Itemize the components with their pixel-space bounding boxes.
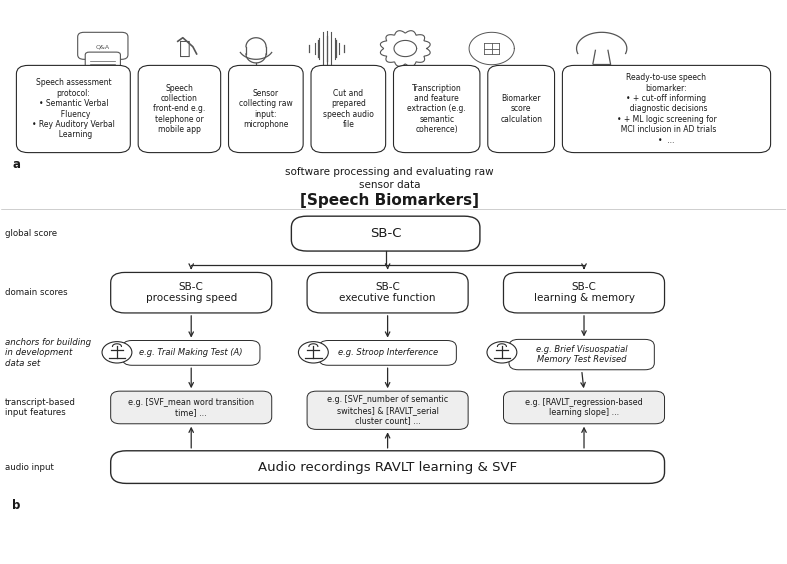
Text: Speech
collection
front-end e.g.
telephone or
mobile app: Speech collection front-end e.g. telepho… bbox=[153, 83, 205, 134]
Text: SB-C
learning & memory: SB-C learning & memory bbox=[534, 282, 634, 303]
FancyBboxPatch shape bbox=[307, 391, 468, 429]
Text: Speech assessment
protocol:
• Semantic Verbal
  Fluency
• Rey Auditory Verbal
  : Speech assessment protocol: • Semantic V… bbox=[32, 78, 115, 139]
FancyBboxPatch shape bbox=[311, 65, 386, 153]
FancyBboxPatch shape bbox=[504, 272, 664, 313]
FancyBboxPatch shape bbox=[291, 216, 480, 251]
FancyBboxPatch shape bbox=[488, 65, 555, 153]
Text: 📞: 📞 bbox=[179, 39, 191, 58]
Text: e.g. Brief Visuospatial
Memory Test Revised: e.g. Brief Visuospatial Memory Test Revi… bbox=[536, 345, 627, 364]
FancyBboxPatch shape bbox=[17, 65, 131, 153]
Text: Biomarker
score
calculation: Biomarker score calculation bbox=[501, 94, 542, 124]
Text: audio input: audio input bbox=[5, 462, 54, 472]
Text: anchors for building
in development
data set: anchors for building in development data… bbox=[5, 338, 91, 368]
Text: software processing and evaluating raw: software processing and evaluating raw bbox=[285, 168, 494, 177]
Text: Q&A: Q&A bbox=[96, 44, 110, 49]
Text: b: b bbox=[13, 499, 20, 512]
Text: SB-C: SB-C bbox=[370, 227, 401, 240]
FancyBboxPatch shape bbox=[85, 52, 120, 68]
Text: SB-C
executive function: SB-C executive function bbox=[339, 282, 436, 303]
FancyBboxPatch shape bbox=[319, 341, 456, 365]
FancyBboxPatch shape bbox=[394, 65, 480, 153]
Text: Cut and
prepared
speech audio
file: Cut and prepared speech audio file bbox=[323, 89, 374, 129]
Text: SB-C
processing speed: SB-C processing speed bbox=[146, 282, 237, 303]
FancyBboxPatch shape bbox=[307, 272, 468, 313]
FancyBboxPatch shape bbox=[563, 65, 770, 153]
Text: Transcription
and feature
extraction (e.g.
semantic
coherence): Transcription and feature extraction (e.… bbox=[408, 83, 466, 134]
Text: Ready-to-use speech
biomarker:
• + cut-off informing
  diagnostic decisions
• + : Ready-to-use speech biomarker: • + cut-o… bbox=[616, 73, 717, 145]
FancyBboxPatch shape bbox=[111, 451, 664, 483]
Text: Sensor
collecting raw
input:
microphone: Sensor collecting raw input: microphone bbox=[239, 89, 293, 129]
FancyBboxPatch shape bbox=[78, 32, 128, 59]
FancyBboxPatch shape bbox=[139, 65, 220, 153]
FancyBboxPatch shape bbox=[504, 391, 664, 424]
Text: domain scores: domain scores bbox=[5, 288, 67, 297]
Text: e.g. [SVF_number of semantic
switches] & [RAVLT_serial
cluster count] ...: e.g. [SVF_number of semantic switches] &… bbox=[327, 395, 449, 425]
Circle shape bbox=[487, 342, 517, 363]
Circle shape bbox=[298, 342, 328, 363]
Text: a: a bbox=[13, 158, 20, 171]
Text: Audio recordings RAVLT learning & SVF: Audio recordings RAVLT learning & SVF bbox=[258, 461, 517, 474]
Text: transcript-based
input features: transcript-based input features bbox=[5, 398, 76, 417]
FancyBboxPatch shape bbox=[111, 272, 272, 313]
Circle shape bbox=[102, 342, 132, 363]
Text: e.g. [RAVLT_regression-based
learning slope] ...: e.g. [RAVLT_regression-based learning sl… bbox=[525, 398, 643, 417]
FancyBboxPatch shape bbox=[509, 340, 654, 370]
FancyBboxPatch shape bbox=[123, 341, 260, 365]
FancyBboxPatch shape bbox=[111, 391, 272, 424]
Text: global score: global score bbox=[5, 229, 57, 238]
Text: sensor data: sensor data bbox=[359, 180, 420, 190]
Text: e.g. [SVF_mean word transition
time] ...: e.g. [SVF_mean word transition time] ... bbox=[128, 398, 254, 417]
Text: [Speech Biomarkers]: [Speech Biomarkers] bbox=[300, 193, 479, 209]
Text: e.g. Trail Making Test (A): e.g. Trail Making Test (A) bbox=[139, 349, 243, 358]
FancyBboxPatch shape bbox=[228, 65, 303, 153]
Text: e.g. Stroop Interference: e.g. Stroop Interference bbox=[338, 349, 438, 358]
